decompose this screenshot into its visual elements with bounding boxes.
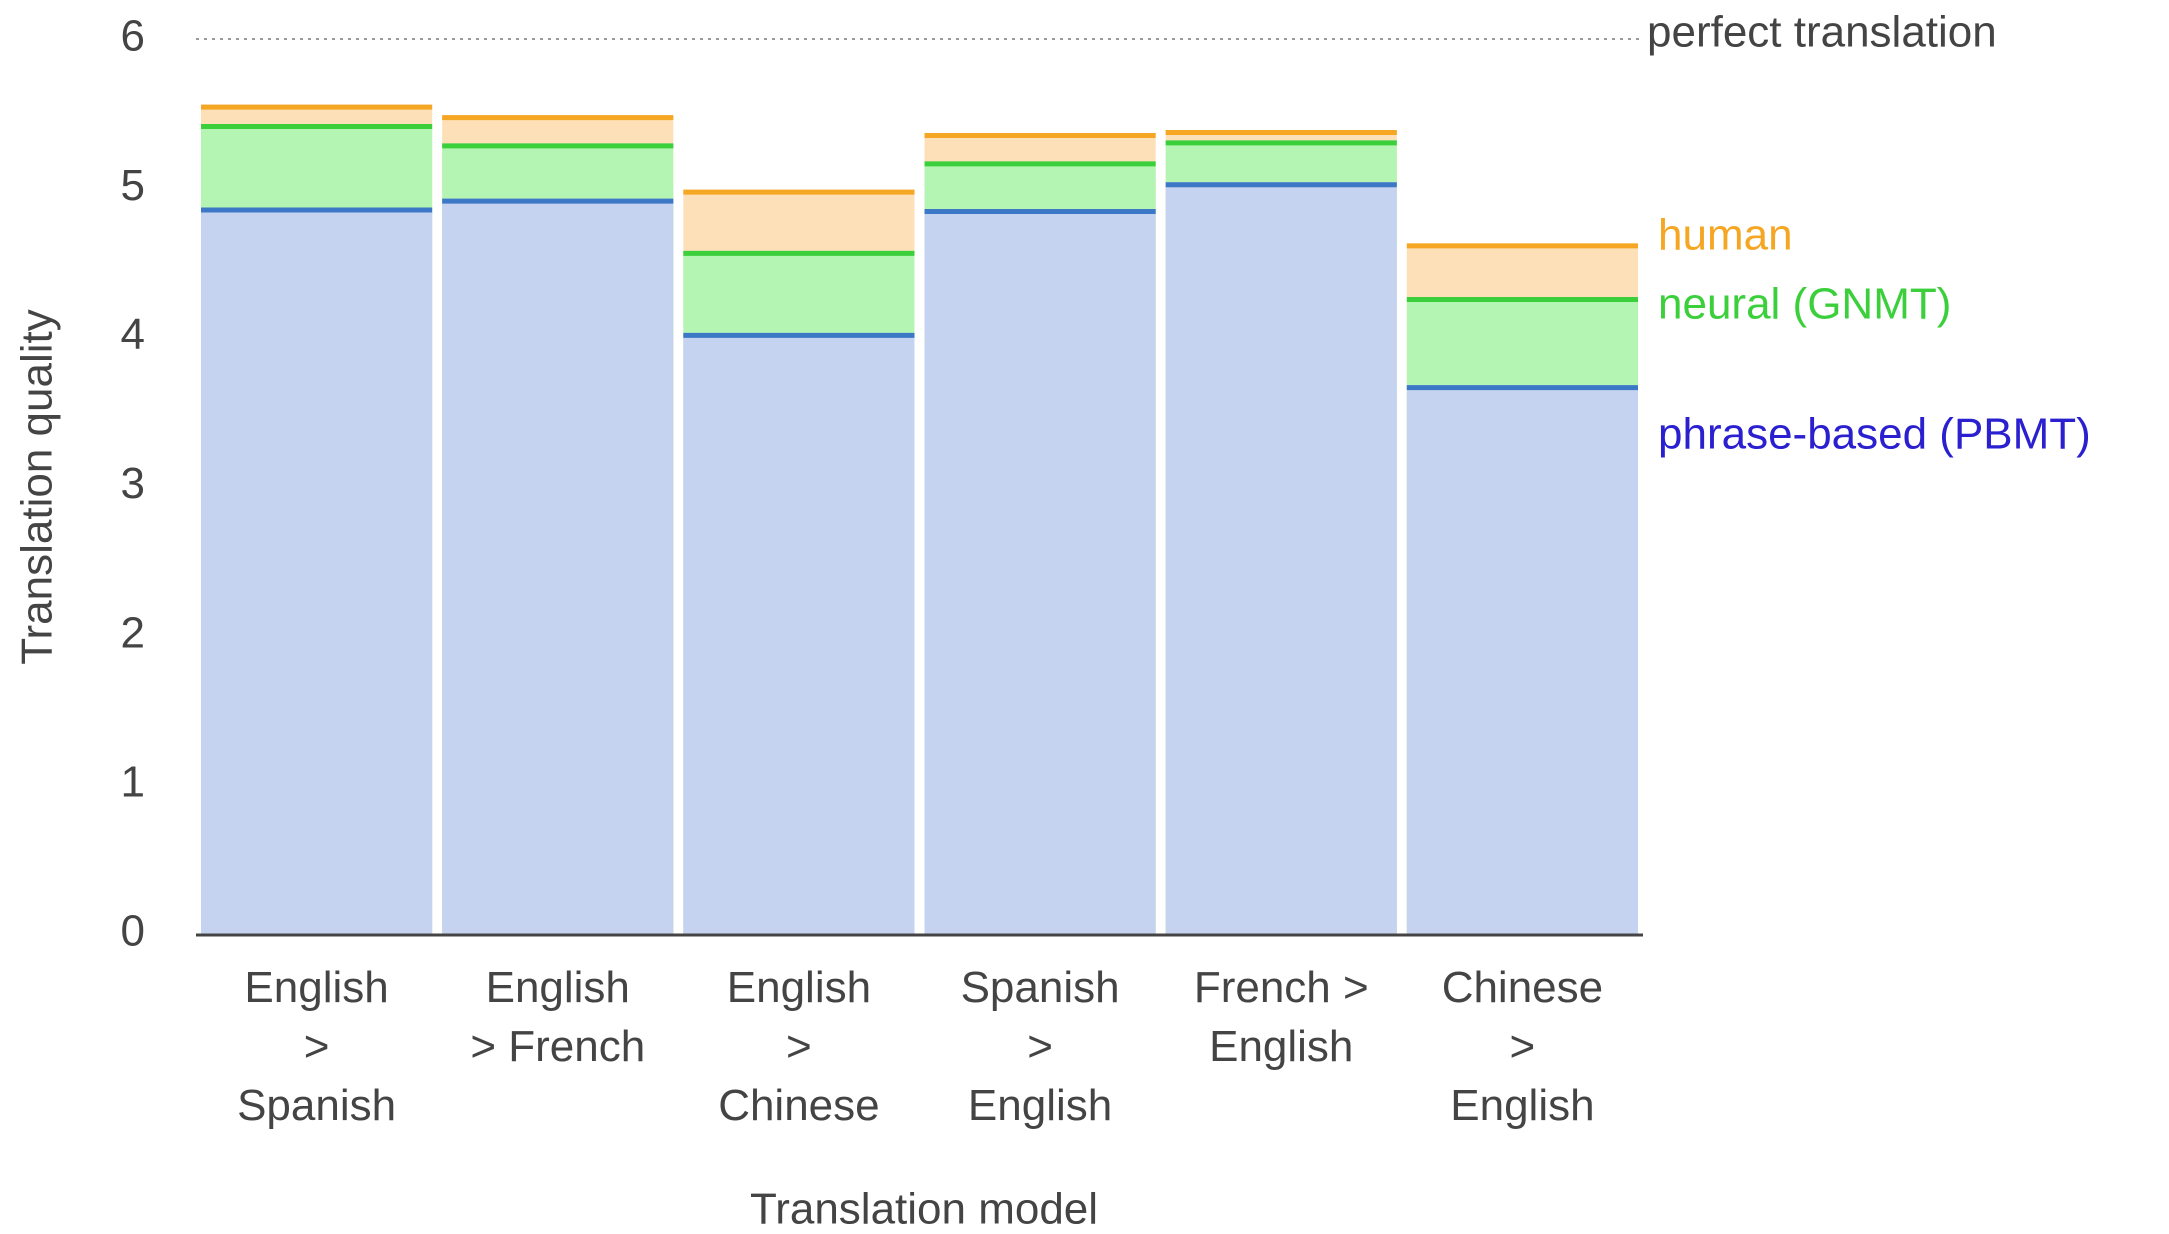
x-axis-label: Translation model xyxy=(750,1185,1098,1234)
y-tick-label: 6 xyxy=(121,12,145,61)
bar xyxy=(683,332,915,934)
x-tick-label: Chinese > English xyxy=(1441,963,1604,1130)
legend-label: phrase-based (PBMT) xyxy=(1658,410,2091,459)
y-tick-label: 0 xyxy=(121,907,145,956)
bar xyxy=(1165,182,1397,934)
x-tick-label: English > Spanish xyxy=(237,963,397,1130)
y-tick-label: 5 xyxy=(121,161,145,210)
y-tick-label: 4 xyxy=(121,310,145,359)
bar xyxy=(1406,385,1638,935)
y-axis-label: Translation quality xyxy=(13,309,62,664)
y-tick-label: 1 xyxy=(121,757,145,806)
y-tick-label: 3 xyxy=(121,459,145,508)
y-tick-label: 2 xyxy=(121,608,145,657)
bar xyxy=(201,207,433,934)
bar xyxy=(924,209,1156,935)
legend-label: human xyxy=(1658,211,1793,260)
x-tick-label: Spanish > English xyxy=(960,963,1120,1130)
x-tick-label: French > English xyxy=(1193,963,1369,1071)
annotation-label: perfect translation xyxy=(1647,8,1997,57)
x-tick-label: English > Chinese xyxy=(718,963,880,1130)
bar xyxy=(442,198,674,934)
legend-label: neural (GNMT) xyxy=(1658,280,1951,329)
x-tick-label: English > French xyxy=(470,963,646,1071)
